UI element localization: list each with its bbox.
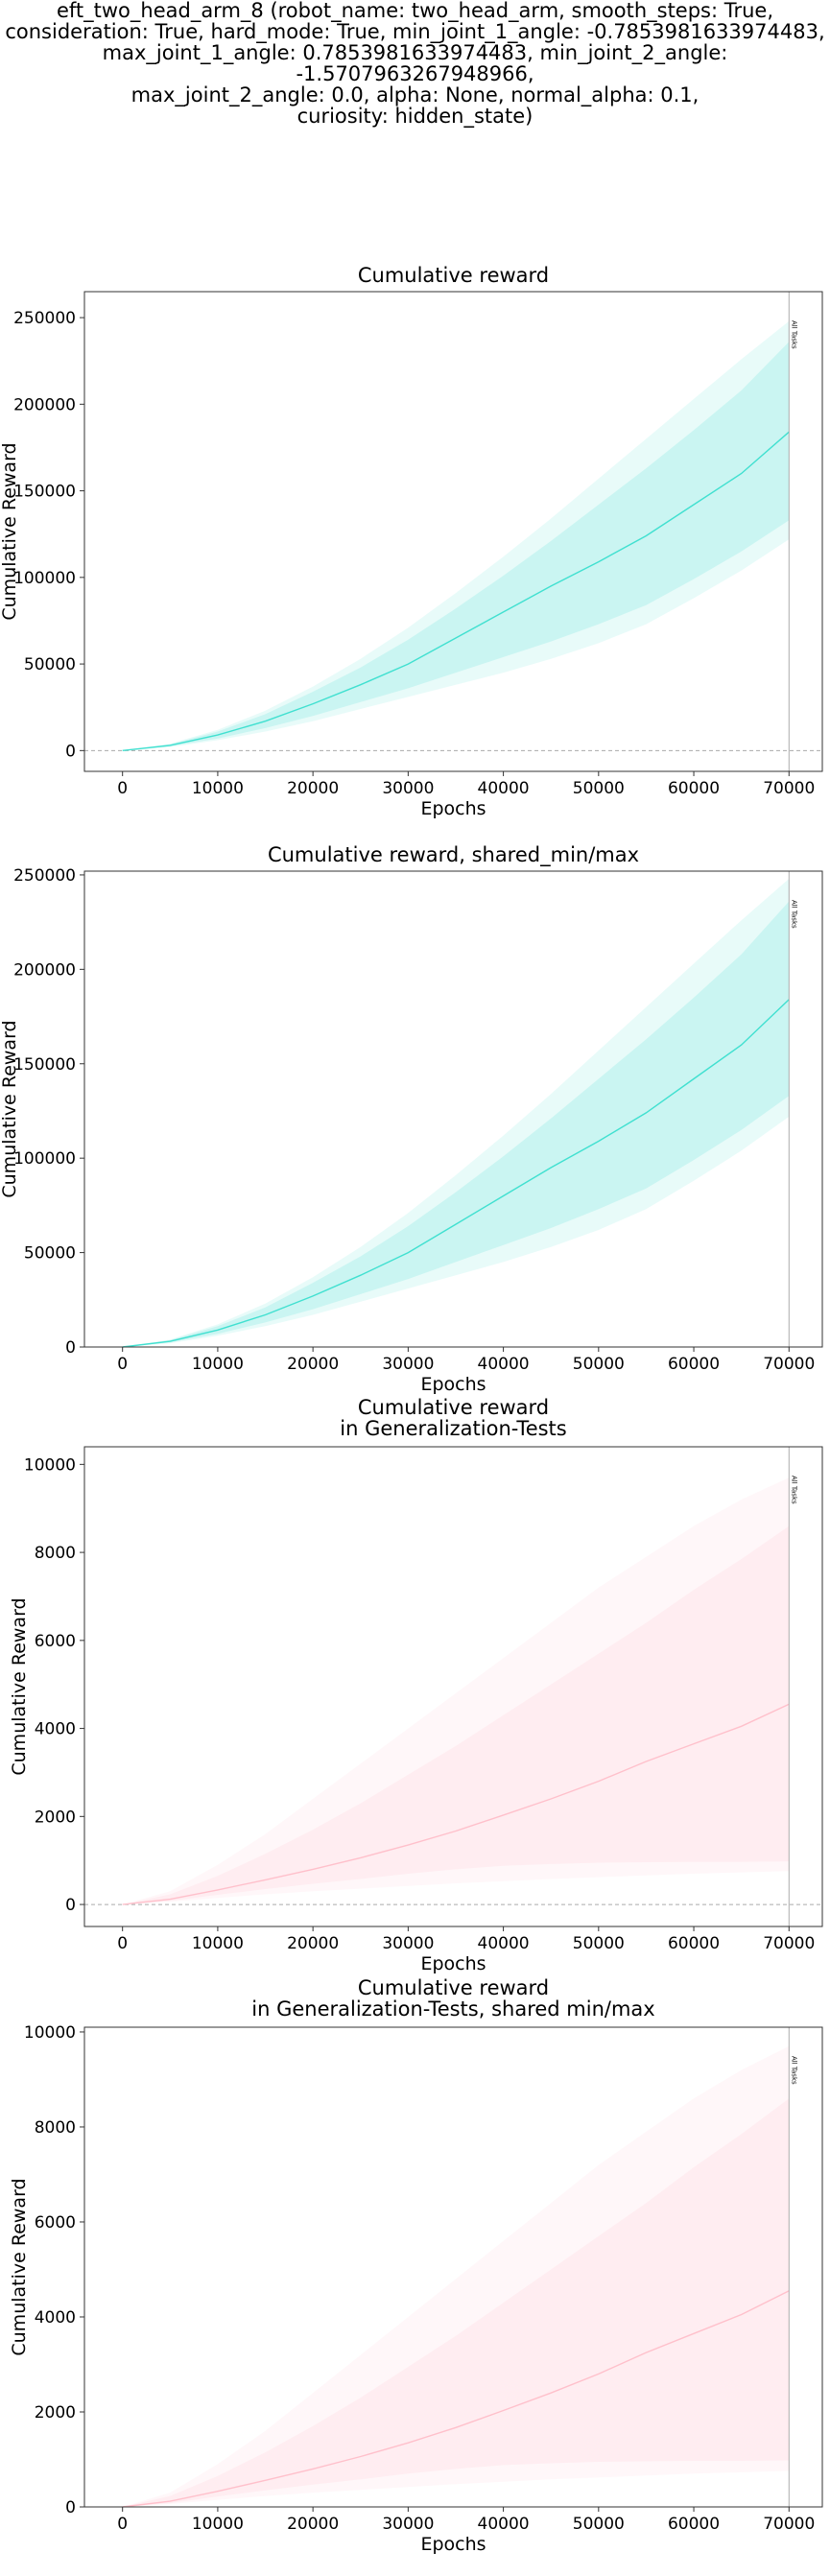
x-tick-label: 40000 <box>478 2515 530 2534</box>
y-tick-label: 4000 <box>35 1720 76 1739</box>
x-tick-label: 40000 <box>478 1934 530 1953</box>
y-tick-label: 100000 <box>13 569 76 588</box>
y-tick-label: 250000 <box>13 866 76 886</box>
x-tick-label: 30000 <box>382 779 434 798</box>
y-axis-label: Cumulative Reward <box>9 1597 30 1775</box>
vline-label: All Tasks <box>790 900 797 929</box>
y-tick-label: 0 <box>65 1338 76 1358</box>
x-tick-label: 0 <box>117 1934 128 1953</box>
x-tick-label: 60000 <box>668 779 720 798</box>
chart-title: Cumulative reward <box>358 264 549 287</box>
y-tick-label: 200000 <box>13 395 76 414</box>
vline-label: All Tasks <box>790 2056 797 2085</box>
x-tick-label: 50000 <box>573 1355 625 1374</box>
x-tick-label: 20000 <box>287 1355 339 1374</box>
vline-label: All Tasks <box>790 1476 797 1504</box>
axes-frame <box>83 2026 823 2508</box>
y-tick-label: 8000 <box>35 1544 76 1563</box>
band-inner <box>122 1525 790 1905</box>
x-axis-label: Epochs <box>420 1374 486 1395</box>
y-tick-label: 2000 <box>35 1808 76 1827</box>
x-tick-label: 50000 <box>573 2515 625 2534</box>
axes-frame <box>83 870 823 1348</box>
x-tick-label: 60000 <box>668 1934 720 1953</box>
y-tick-label: 150000 <box>13 1055 76 1075</box>
x-tick-label: 50000 <box>573 779 625 798</box>
x-tick-label: 50000 <box>573 1934 625 1953</box>
x-tick-label: 0 <box>117 779 128 798</box>
x-tick-label: 60000 <box>668 2515 720 2534</box>
band-inner <box>122 901 790 1347</box>
x-tick-label: 20000 <box>287 779 339 798</box>
y-tick-label: 150000 <box>13 483 76 502</box>
chart-title-line: Cumulative reward <box>358 1976 549 1999</box>
x-tick-label: 30000 <box>382 2515 434 2534</box>
mean-line <box>122 431 790 751</box>
y-tick-label: 200000 <box>13 960 76 980</box>
figure-suptitle: eft_two_head_arm_8 (robot_name: two_head… <box>5 0 825 128</box>
x-tick-label: 40000 <box>478 779 530 798</box>
chart-title-line: in Generalization-Tests <box>340 1417 566 1440</box>
x-tick-label: 70000 <box>763 2515 815 2534</box>
x-axis-label: Epochs <box>420 1953 486 1974</box>
chart-title-line: Cumulative reward <box>358 264 549 287</box>
chart-panel-cumulative-reward-shared: Cumulative reward, shared_min/max All Tas… <box>0 843 823 1395</box>
axes-frame <box>83 1446 823 1927</box>
x-axis-label: Epochs <box>420 2534 486 2555</box>
x-tick-label: 70000 <box>763 1934 815 1953</box>
band-outer <box>122 320 790 751</box>
y-tick-label: 0 <box>65 1896 76 1915</box>
chart-title-line: in Generalization-Tests, shared min/max <box>251 1997 654 2021</box>
mean-line <box>122 2290 790 2508</box>
y-tick-label: 10000 <box>24 1455 76 1475</box>
chart-title: Cumulative reward in Generalization-Tests… <box>251 1976 654 2021</box>
chart-title-line: Cumulative reward, shared_min/max <box>268 843 639 867</box>
y-tick-label: 10000 <box>24 2023 76 2043</box>
y-tick-label: 0 <box>65 742 76 761</box>
chart-title-line: Cumulative reward <box>358 1396 549 1419</box>
x-tick-label: 30000 <box>382 1934 434 1953</box>
x-tick-label: 10000 <box>192 2515 244 2534</box>
x-tick-label: 20000 <box>287 2515 339 2534</box>
mean-line <box>122 1703 790 1905</box>
x-tick-label: 0 <box>117 2515 128 2534</box>
chart-title: Cumulative reward, shared_min/max <box>268 843 639 867</box>
y-tick-label: 50000 <box>24 1244 76 1264</box>
y-axis-label: Cumulative Reward <box>0 1020 20 1197</box>
y-tick-label: 50000 <box>24 655 76 674</box>
band-outer <box>122 1477 790 1905</box>
band-outer <box>122 878 790 1347</box>
x-tick-label: 60000 <box>668 1355 720 1374</box>
chart-panel-generalization-shared: Cumulative reward in Generalization-Tests… <box>9 1976 823 2555</box>
band-inner <box>122 342 790 751</box>
y-tick-label: 8000 <box>35 2118 76 2138</box>
y-tick-label: 6000 <box>35 1632 76 1651</box>
x-tick-label: 30000 <box>382 1355 434 1374</box>
mean-line <box>122 999 790 1348</box>
x-tick-label: 40000 <box>478 1355 530 1374</box>
axes-frame <box>83 291 823 772</box>
y-tick-label: 0 <box>65 2498 76 2517</box>
x-axis-label: Epochs <box>420 798 486 819</box>
x-tick-label: 70000 <box>763 779 815 798</box>
vline-label: All Tasks <box>790 320 797 349</box>
band-outer <box>122 2045 790 2507</box>
chart-panel-cumulative-reward: Cumulative reward All Tasks 0 10000 20000 300… <box>0 264 823 819</box>
y-tick-label: 250000 <box>13 309 76 328</box>
chart-title: Cumulative reward in Generalization-Tests <box>340 1396 566 1440</box>
y-tick-label: 100000 <box>13 1149 76 1169</box>
band-inner <box>122 2098 790 2507</box>
x-tick-label: 70000 <box>763 1355 815 1374</box>
x-tick-label: 10000 <box>192 1355 244 1374</box>
y-axis-label: Cumulative Reward <box>9 2178 30 2355</box>
chart-panel-generalization: Cumulative reward in Generalization-Tests… <box>9 1396 823 1974</box>
x-tick-label: 20000 <box>287 1934 339 1953</box>
y-tick-label: 2000 <box>35 2403 76 2422</box>
x-tick-label: 10000 <box>192 1934 244 1953</box>
x-tick-label: 10000 <box>192 779 244 798</box>
y-tick-label: 4000 <box>35 2308 76 2328</box>
y-tick-label: 6000 <box>35 2213 76 2233</box>
x-tick-label: 0 <box>117 1355 128 1374</box>
y-axis-label: Cumulative Reward <box>0 442 20 620</box>
